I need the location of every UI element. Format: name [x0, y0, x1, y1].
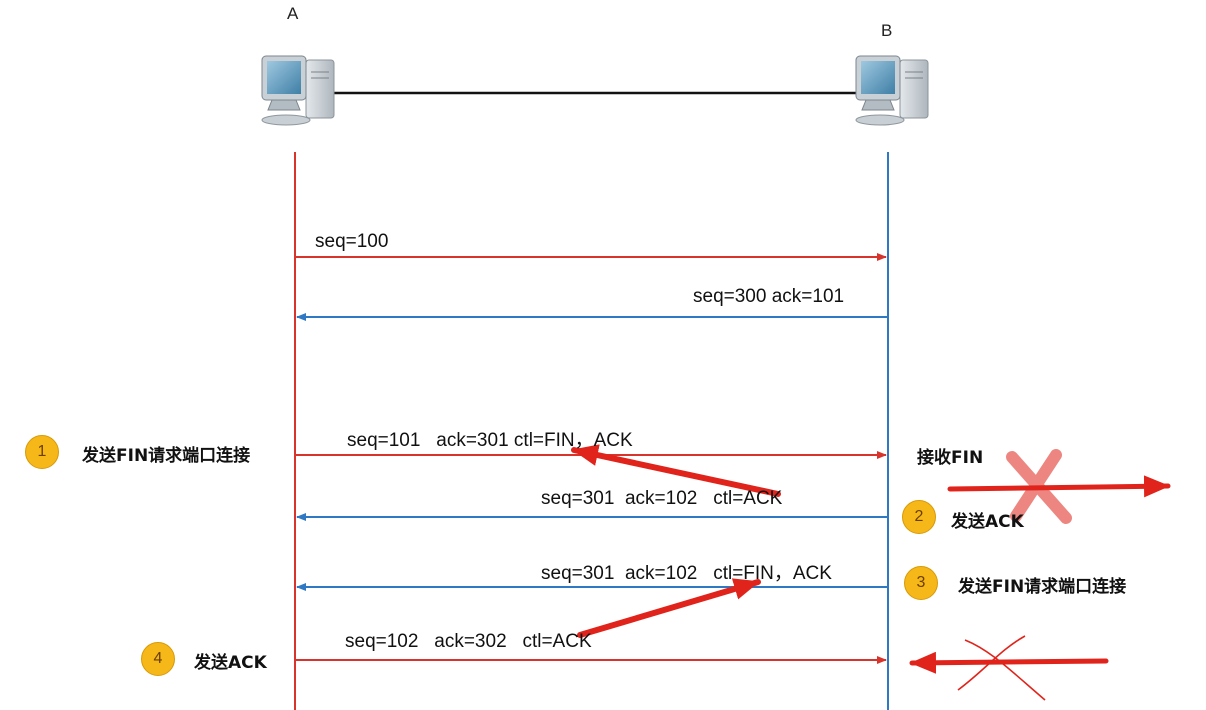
annotation-arrow-seq-to-ack [577, 578, 761, 638]
computer-icon [855, 55, 929, 126]
message-label-ack-b: seq=301 ack=102 ctl=ACK [541, 488, 783, 509]
step-badge-3: 3 [904, 566, 938, 600]
annotation-arrow-right [947, 475, 1171, 498]
step-2-text: 发送ACK [951, 512, 1024, 532]
message-label-fin-a: seq=101 ack=301 ctl=FIN，ACK [347, 430, 633, 451]
step-badge-2: 2 [902, 500, 936, 534]
cross-mark [1006, 449, 1072, 524]
message-label-fin-b: seq=301 ack=102 ctl=FIN，ACK [541, 563, 832, 584]
host-b-label: B [881, 21, 893, 40]
step-badge-4: 4 [141, 642, 175, 676]
step-1-text: 发送FIN请求端口连接 [82, 446, 251, 466]
message-label-seq300: seq=300 ack=101 [693, 286, 845, 307]
annotation-arrow-ack-to-ack [571, 444, 781, 497]
receive-fin-text: 接收FIN [917, 448, 984, 468]
annotation-arrow-left [909, 651, 1109, 674]
step-3-text: 发送FIN请求端口连接 [958, 577, 1127, 597]
message-label-seq100: seq=100 [315, 231, 389, 252]
computer-icon [261, 55, 335, 126]
message-label-ack-a: seq=102 ack=302 ctl=ACK [345, 631, 592, 652]
step-badge-1: 1 [25, 435, 59, 469]
host-a-label: A [287, 4, 299, 23]
cross-mark-handdrawn [957, 635, 1046, 701]
step-4-text: 发送ACK [194, 653, 267, 673]
